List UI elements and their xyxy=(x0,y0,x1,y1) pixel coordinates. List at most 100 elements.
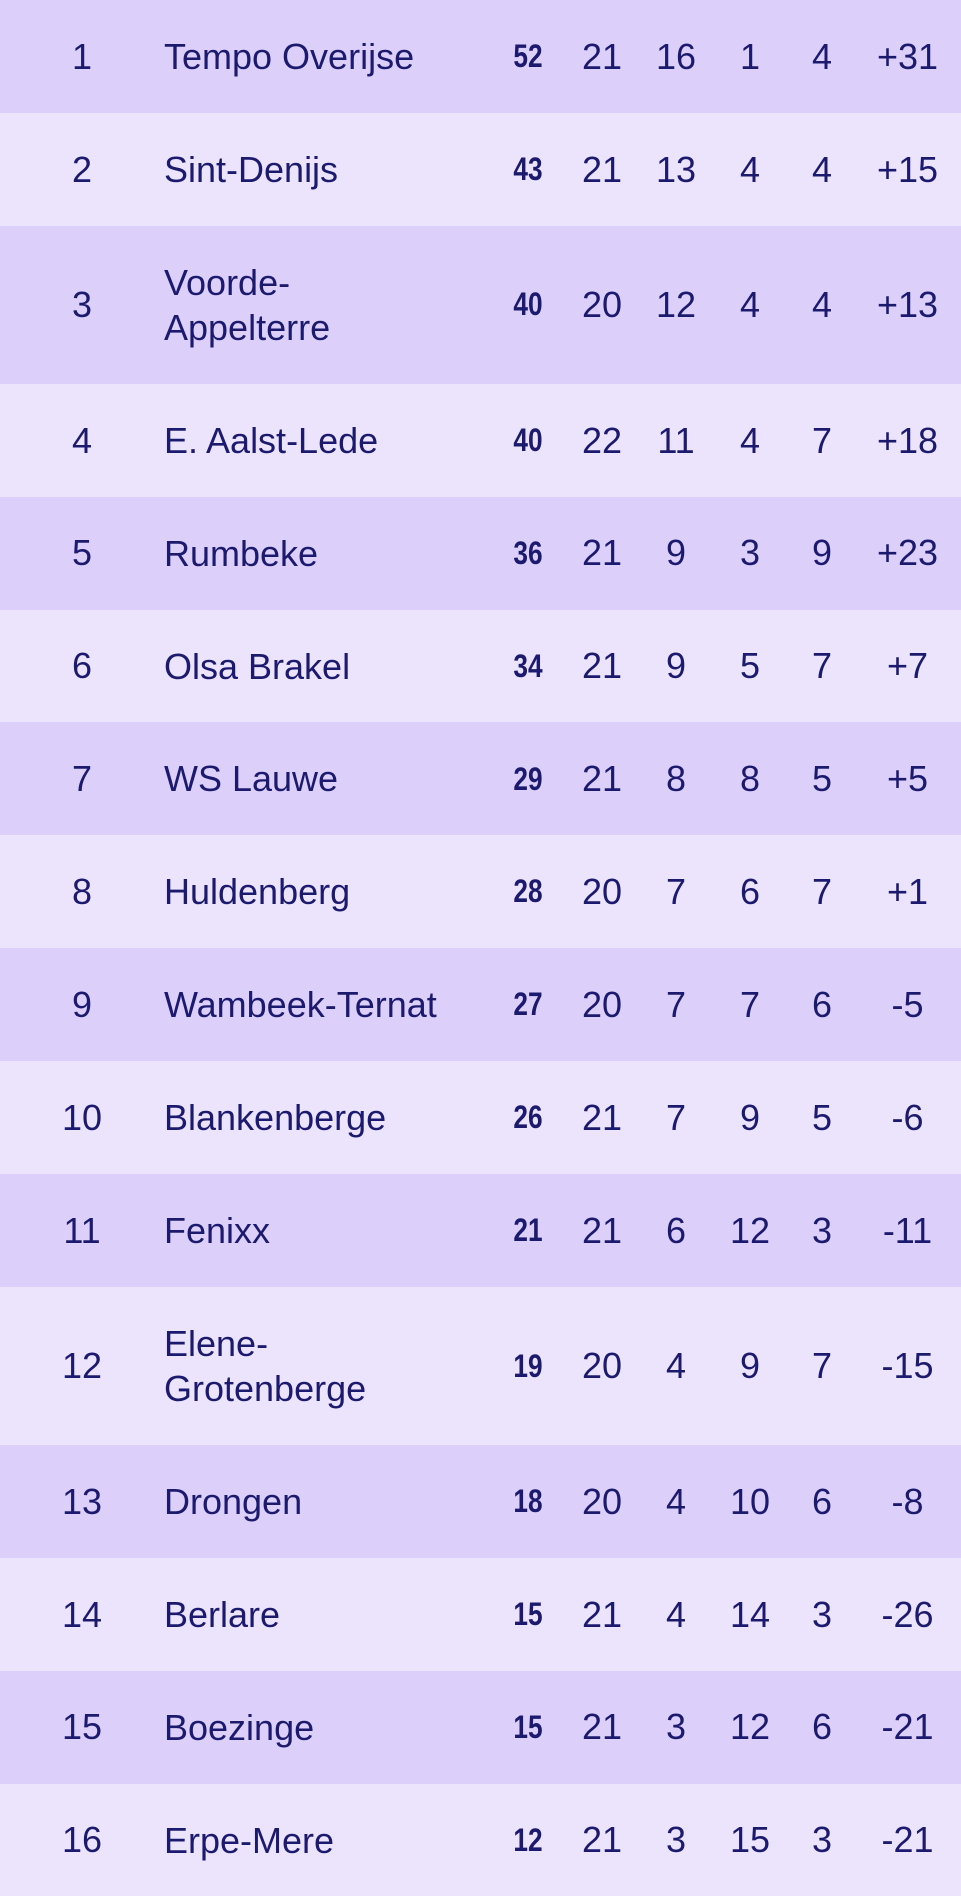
goal-diff-cell: -21 xyxy=(881,1706,934,1748)
played-cell: 20 xyxy=(581,1345,623,1387)
goal-diff-cell: -11 xyxy=(882,1209,933,1251)
rank-cell: 12 xyxy=(61,1345,103,1387)
won-cell: 12 xyxy=(655,284,697,326)
table-row[interactable]: 15 Boezinge 15 21 3 12 6 -21 xyxy=(0,1670,961,1784)
lost-cell: 12 xyxy=(729,1706,771,1748)
goal-diff-cell: +15 xyxy=(876,148,939,190)
goal-diff-cell: -26 xyxy=(881,1593,934,1635)
rank-cell: 7 xyxy=(71,758,93,800)
team-name: Voorde- Appelterre xyxy=(164,261,331,348)
points-cell: 19 xyxy=(513,1347,543,1384)
drawn-cell: 6 xyxy=(811,1706,833,1748)
won-cell: 7 xyxy=(665,871,687,913)
team-name: Erpe-Mere xyxy=(164,1819,335,1861)
won-cell: 9 xyxy=(665,532,687,574)
table-row[interactable]: 14 Berlare 15 21 4 14 3 -26 xyxy=(0,1557,961,1671)
rank-cell-wrapper: 6 xyxy=(0,645,164,686)
rank-cell-wrapper: 14 xyxy=(0,1594,164,1635)
team-name: Fenixx xyxy=(164,1209,271,1251)
team-name: Drongen xyxy=(164,1480,303,1522)
points-cell: 26 xyxy=(513,1099,543,1136)
table-row[interactable]: 6 Olsa Brakel 34 21 9 5 7 +7 xyxy=(0,609,961,723)
rank-cell-wrapper: 16 xyxy=(0,1819,164,1860)
points-cell: 43 xyxy=(513,150,543,187)
played-cell: 20 xyxy=(581,284,623,326)
played-cell: 22 xyxy=(581,419,623,461)
points-cell: 21 xyxy=(513,1212,543,1249)
table-row[interactable]: 12 Elene- Grotenberge 19 20 4 9 7 -15 xyxy=(0,1286,961,1445)
rank-cell-wrapper: 1 xyxy=(0,36,164,77)
won-cell: 4 xyxy=(665,1593,687,1635)
rank-cell: 2 xyxy=(71,148,93,190)
goal-diff-cell: +1 xyxy=(886,871,929,913)
points-cell: 15 xyxy=(513,1708,543,1745)
rank-cell: 8 xyxy=(71,871,93,913)
table-row[interactable]: 8 Huldenberg 28 20 7 6 7 +1 xyxy=(0,835,961,949)
drawn-cell: 7 xyxy=(811,645,833,687)
table-row[interactable]: 11 Fenixx 21 21 6 12 3 -11 xyxy=(0,1174,961,1287)
team-name: Tempo Overijse xyxy=(164,35,415,77)
table-row[interactable]: 1 Tempo Overijse 52 21 16 1 4 +31 xyxy=(0,0,961,113)
drawn-cell: 6 xyxy=(811,1480,833,1522)
points-cell: 40 xyxy=(513,421,543,458)
won-cell: 8 xyxy=(665,758,687,800)
team-name: Sint-Denijs xyxy=(164,148,339,190)
points-cell: 15 xyxy=(513,1595,543,1632)
lost-cell: 4 xyxy=(739,284,761,326)
won-cell: 7 xyxy=(665,983,687,1025)
points-cell: 36 xyxy=(513,534,543,571)
played-cell: 21 xyxy=(581,1819,623,1861)
points-cell: 34 xyxy=(513,647,543,684)
drawn-cell: 7 xyxy=(811,871,833,913)
rank-cell-wrapper: 3 xyxy=(0,284,164,325)
rank-cell: 14 xyxy=(61,1593,103,1635)
table-row[interactable]: 5 Rumbeke 36 21 9 3 9 +23 xyxy=(0,496,961,610)
lost-cell: 3 xyxy=(739,532,761,574)
played-cell: 21 xyxy=(581,1096,623,1138)
table-row[interactable]: 4 E. Aalst-Lede 40 22 11 4 7 +18 xyxy=(0,383,961,497)
played-cell: 20 xyxy=(581,1480,623,1522)
lost-cell: 12 xyxy=(729,1209,771,1251)
played-cell: 21 xyxy=(581,645,623,687)
played-cell: 21 xyxy=(581,35,623,77)
drawn-cell: 7 xyxy=(811,419,833,461)
lost-cell: 1 xyxy=(739,35,761,77)
goal-diff-cell: -15 xyxy=(881,1345,934,1387)
lost-cell: 14 xyxy=(729,1593,771,1635)
played-cell: 20 xyxy=(581,983,623,1025)
points-cell: 29 xyxy=(513,760,543,797)
drawn-cell: 4 xyxy=(811,35,833,77)
rank-cell: 4 xyxy=(71,419,93,461)
rank-cell-wrapper: 12 xyxy=(0,1345,164,1386)
rank-cell: 10 xyxy=(61,1096,103,1138)
drawn-cell: 9 xyxy=(811,532,833,574)
table-row[interactable]: 16 Erpe-Mere 12 21 3 15 3 -21 xyxy=(0,1783,961,1896)
table-row[interactable]: 2 Sint-Denijs 43 21 13 4 4 +15 xyxy=(0,112,961,226)
drawn-cell: 3 xyxy=(811,1593,833,1635)
team-name: Rumbeke xyxy=(164,532,319,574)
won-cell: 16 xyxy=(655,35,697,77)
table-row[interactable]: 13 Drongen 18 20 4 10 6 -8 xyxy=(0,1444,961,1558)
table-row[interactable]: 3 Voorde- Appelterre 40 20 12 4 4 +13 xyxy=(0,225,961,384)
table-row[interactable]: 9 Wambeek-Ternat 27 20 7 7 6 -5 xyxy=(0,948,961,1062)
lost-cell: 4 xyxy=(739,419,761,461)
lost-cell: 4 xyxy=(739,148,761,190)
won-cell: 7 xyxy=(665,1096,687,1138)
rank-cell: 6 xyxy=(71,645,93,687)
goal-diff-cell: -5 xyxy=(891,983,924,1025)
lost-cell: 15 xyxy=(729,1819,771,1861)
rank-cell-wrapper: 11 xyxy=(0,1210,164,1251)
table-row[interactable]: 7 WS Lauwe 29 21 8 8 5 +5 xyxy=(0,722,961,836)
rank-cell: 3 xyxy=(71,284,93,326)
drawn-cell: 3 xyxy=(811,1819,833,1861)
played-cell: 21 xyxy=(581,1593,623,1635)
table-row[interactable]: 10 Blankenberge 26 21 7 9 5 -6 xyxy=(0,1061,961,1175)
lost-cell: 8 xyxy=(739,758,761,800)
rank-cell: 13 xyxy=(61,1480,103,1522)
points-cell: 52 xyxy=(513,38,543,75)
team-name: WS Lauwe xyxy=(164,758,339,800)
drawn-cell: 4 xyxy=(811,284,833,326)
played-cell: 21 xyxy=(581,758,623,800)
team-name: Huldenberg xyxy=(164,871,351,913)
rank-cell-wrapper: 5 xyxy=(0,532,164,573)
